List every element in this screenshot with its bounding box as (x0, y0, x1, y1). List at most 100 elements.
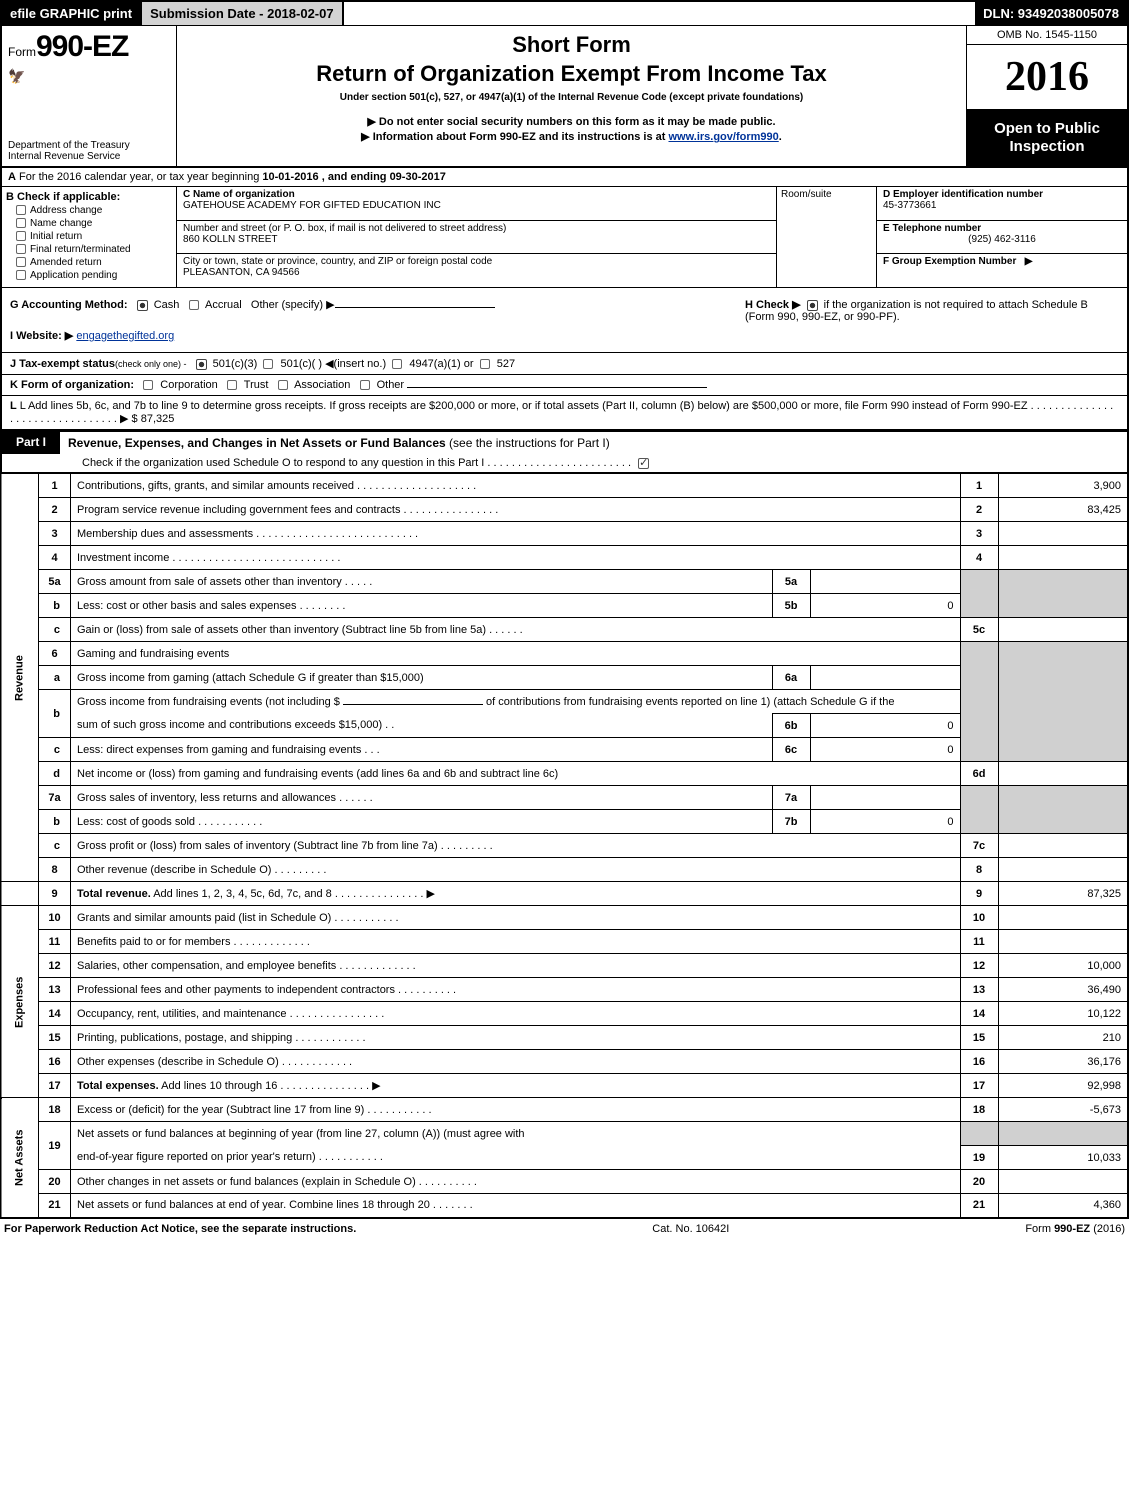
group-exempt-label: F Group Exemption Number (883, 256, 1016, 267)
line-17-rn: 17 (960, 1074, 998, 1098)
line-13-desc: Professional fees and other payments to … (71, 978, 961, 1002)
part-i-subtitle: (see the instructions for Part I) (446, 436, 610, 450)
line-15-num: 15 (39, 1026, 71, 1050)
line-6c-mn: 6c (772, 738, 810, 762)
chk-label-address: Address change (30, 205, 102, 216)
website-link[interactable]: engagethegifted.org (76, 330, 174, 342)
section-a-pre: For the 2016 calendar year, or tax year … (19, 171, 262, 183)
top-bar: efile GRAPHIC print Submission Date - 20… (0, 0, 1129, 25)
line-8-rn: 8 (960, 858, 998, 882)
j-paren: (check only one) - (115, 359, 187, 369)
room-label: Room/suite (781, 189, 832, 200)
check-cash[interactable] (137, 300, 148, 311)
line-6b-blank[interactable] (343, 704, 483, 705)
line-19-desc2: end-of-year figure reported on prior yea… (71, 1146, 961, 1170)
line-17-desc: Total expenses. Add lines 10 through 16 … (71, 1074, 961, 1098)
line-12-desc: Salaries, other compensation, and employ… (71, 954, 961, 978)
check-amended[interactable] (16, 257, 26, 267)
check-name-change[interactable] (16, 218, 26, 228)
line-5ab-grey (960, 570, 998, 618)
return-title: Return of Organization Exempt From Incom… (185, 62, 958, 86)
gross-receipts-amount: $ 87,325 (132, 413, 175, 425)
line-14-rv: 10,122 (998, 1002, 1128, 1026)
other-specify-input[interactable] (335, 307, 495, 308)
line-3-num: 3 (39, 522, 71, 546)
phone-label: E Telephone number (883, 223, 981, 234)
part-i-title: Revenue, Expenses, and Changes in Net As… (68, 436, 446, 450)
line-16-num: 16 (39, 1050, 71, 1074)
line-7c-rv (998, 834, 1128, 858)
section-j: J Tax-exempt status(check only one) - 50… (0, 353, 1129, 375)
line-6a-num: a (39, 666, 71, 690)
section-k: K Form of organization: Corporation Trus… (0, 375, 1129, 396)
part-i-header: Part I Revenue, Expenses, and Changes in… (0, 430, 1129, 454)
line-13-rv: 36,490 (998, 978, 1128, 1002)
check-schedule-b[interactable] (807, 300, 818, 311)
line-10-desc: Grants and similar amounts paid (list in… (71, 906, 961, 930)
line-6b-num: b (39, 690, 71, 738)
line-4-rv (998, 546, 1128, 570)
topbar-left: efile GRAPHIC print Submission Date - 20… (2, 2, 344, 25)
line-16-desc: Other expenses (describe in Schedule O) … (71, 1050, 961, 1074)
open-to-public: Open to Public Inspection (967, 110, 1127, 166)
chk-label-amended: Amended return (30, 257, 102, 268)
ssn-warning: ▶ Do not enter social security numbers o… (185, 115, 958, 128)
line-4-rn: 4 (960, 546, 998, 570)
tax-year-begin: 10-01-2016 (262, 171, 318, 183)
form-header: Form990-EZ 🦅 Department of the Treasury … (0, 25, 1129, 168)
line-13-num: 13 (39, 978, 71, 1002)
check-501c[interactable] (263, 359, 273, 369)
line-10-rv (998, 906, 1128, 930)
line-5c-rn: 5c (960, 618, 998, 642)
check-address-change[interactable] (16, 205, 26, 215)
ein-label: D Employer identification number (883, 189, 1043, 200)
header-right: OMB No. 1545-1150 2016 Open to Public In… (967, 26, 1127, 166)
line-17-rv: 92,998 (998, 1074, 1128, 1098)
line-11-desc: Benefits paid to or for members . . . . … (71, 930, 961, 954)
check-initial-return[interactable] (16, 231, 26, 241)
j-opt1: 501(c)(3) (213, 358, 258, 370)
line-19-rn: 19 (960, 1146, 998, 1170)
header-center: Short Form Return of Organization Exempt… (177, 26, 967, 166)
under-section-text: Under section 501(c), 527, or 4947(a)(1)… (185, 92, 958, 103)
check-final-return[interactable] (16, 244, 26, 254)
check-corp[interactable] (143, 380, 153, 390)
line-6b-pre: Gross income from fundraising events (no… (77, 696, 343, 708)
cash-label: Cash (154, 299, 180, 311)
info-post: . (779, 131, 782, 143)
check-accrual[interactable] (189, 300, 199, 310)
line-18-num: 18 (39, 1098, 71, 1122)
check-501c3[interactable] (196, 359, 207, 370)
line-21-rn: 21 (960, 1194, 998, 1218)
line-6d-desc: Net income or (loss) from gaming and fun… (71, 762, 961, 786)
line-6a-mn: 6a (772, 666, 810, 690)
other-org-input[interactable] (407, 387, 707, 388)
check-assoc[interactable] (278, 380, 288, 390)
check-527[interactable] (480, 359, 490, 369)
check-4947[interactable] (392, 359, 402, 369)
check-schedule-o[interactable] (638, 458, 649, 469)
omb-number: OMB No. 1545-1150 (967, 26, 1127, 45)
accrual-label: Accrual (205, 299, 242, 311)
line-9-desc: Total revenue. Add lines 1, 2, 3, 4, 5c,… (71, 882, 961, 906)
line-7b-mv: 0 (810, 810, 960, 834)
check-other-org[interactable] (360, 380, 370, 390)
check-app-pending[interactable] (16, 270, 26, 280)
check-trust[interactable] (227, 380, 237, 390)
line-9-rv: 87,325 (998, 882, 1128, 906)
line-18-rv: -5,673 (998, 1098, 1128, 1122)
form-bold: 990-EZ (1054, 1223, 1090, 1235)
line-17-rest: Add lines 10 through 16 . . . . . . . . … (159, 1080, 381, 1092)
k-opt1: Corporation (160, 379, 217, 391)
efile-print-button[interactable]: efile GRAPHIC print (2, 2, 142, 25)
line-20-desc: Other changes in net assets or fund bala… (71, 1170, 961, 1194)
g-label: G Accounting Method: (10, 299, 128, 311)
org-city: PLEASANTON, CA 94566 (183, 267, 300, 278)
section-l: L L Add lines 5b, 6c, and 7b to line 9 t… (0, 396, 1129, 430)
irs-link[interactable]: www.irs.gov/form990 (669, 131, 779, 143)
form-number: 990-EZ (36, 30, 128, 63)
line-7a-desc: Gross sales of inventory, less returns a… (71, 786, 773, 810)
group-arrow-icon: ▶ (1025, 256, 1033, 267)
form-prefix: Form (8, 45, 36, 59)
line-2-rv: 83,425 (998, 498, 1128, 522)
